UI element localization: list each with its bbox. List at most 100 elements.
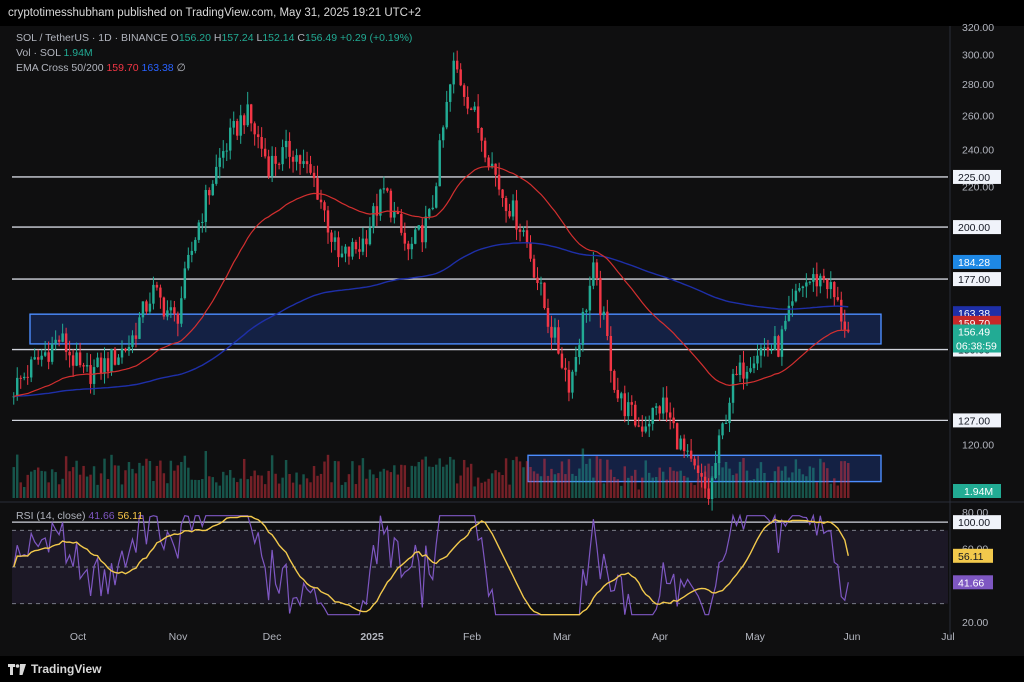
volume-bar (267, 470, 270, 498)
candle-body (323, 202, 326, 211)
publication-text: cryptotimesshubham published on TradingV… (8, 7, 422, 19)
volume-bar (668, 467, 672, 498)
volume-bar (138, 462, 141, 498)
level-badge-bg (953, 413, 1001, 428)
candle-body (567, 369, 571, 393)
ema200-line (13, 242, 849, 397)
candle-body (145, 301, 148, 312)
candle-body (710, 478, 714, 500)
support-zone (29, 313, 882, 345)
volume-bar (700, 480, 703, 498)
candle-body (812, 274, 815, 282)
candle-body (532, 258, 536, 278)
candle-body (316, 178, 319, 200)
candle-body (85, 365, 89, 367)
volume-bar (218, 485, 221, 498)
volume-bar (323, 461, 326, 498)
volume-bar (127, 462, 131, 498)
volume-bar (71, 467, 75, 498)
candle-body (291, 156, 295, 162)
candle-body (578, 345, 581, 357)
candle-body (354, 241, 358, 250)
volume-bar (826, 468, 829, 498)
candle-body (141, 301, 145, 318)
candle-body (270, 155, 274, 177)
rsi-ma-line (13, 515, 849, 616)
volume-bar (654, 476, 658, 498)
volume-bar (89, 474, 92, 498)
rsi-ma-badge-bg (953, 548, 993, 563)
price-badge-bg (953, 254, 1001, 269)
legend-low: 152.14 (262, 32, 295, 44)
volume-bar (763, 472, 766, 498)
candle-body (448, 84, 452, 102)
volume-bar (57, 484, 61, 498)
candle-body (798, 288, 801, 291)
candle-body (103, 358, 106, 374)
candle-body (441, 127, 445, 141)
legend-high-label: H (213, 32, 222, 44)
candle-body (29, 359, 33, 378)
volume-bar (550, 468, 553, 498)
legend-change: +0.29 (+0.19%) (340, 32, 413, 44)
candle-body (375, 206, 379, 216)
volume-bar (641, 477, 644, 498)
x-tick-label: Jul (941, 631, 954, 643)
candle-body (337, 237, 340, 258)
volume-bar (815, 482, 819, 498)
legend-symbol: SOL / TetherUS · 1D · BINANCE (16, 32, 168, 44)
candle-body (445, 101, 448, 128)
x-tick-label: Oct (70, 631, 86, 643)
volume-bar (382, 468, 386, 498)
level-badge-label: 100.00 (958, 517, 990, 529)
volume-bar (606, 459, 609, 498)
rsi-ma-badge-label: 56.11 (958, 551, 984, 563)
volume-bar (689, 482, 693, 498)
candle-body (777, 336, 780, 357)
volume-bar (553, 474, 557, 498)
candle-body (784, 320, 787, 330)
volume-bar (120, 484, 124, 498)
candle-body (501, 189, 504, 199)
chart-area[interactable] (0, 26, 1024, 656)
volume-bar (284, 460, 288, 498)
volume-bar (215, 482, 218, 498)
volume-bar (766, 482, 770, 498)
volume-bar (379, 471, 382, 498)
candle-body (480, 127, 483, 141)
volume-bar (424, 456, 427, 498)
volume-bar (731, 475, 735, 498)
volume-bar (176, 465, 180, 498)
level-badge-bg (953, 169, 1001, 184)
volume-bar (305, 478, 309, 498)
volume-bar (476, 477, 480, 498)
volume-bar (85, 476, 89, 498)
volume-bar (585, 463, 588, 498)
legend-volume-label: Vol · SOL (16, 47, 61, 59)
candle-body (651, 407, 654, 424)
level-badge-bg (953, 220, 1001, 235)
candle-body (99, 357, 103, 374)
volume-bar (22, 487, 26, 498)
candle-body (438, 140, 441, 187)
volume-bar (222, 471, 225, 498)
candle-body (148, 303, 152, 312)
candle-body (525, 230, 529, 243)
volume-bar (403, 465, 407, 498)
y-tick-label: 320.00 (962, 22, 994, 34)
candle-body (791, 301, 794, 306)
volume-bar (675, 471, 679, 498)
volume-bar (347, 474, 351, 498)
tradingview-logo[interactable]: TradingView (8, 662, 101, 676)
footer-bar (0, 656, 1024, 682)
volume-bar (616, 479, 620, 498)
volume-bar (581, 448, 585, 498)
candle-body (452, 60, 455, 85)
legend-close-label: C (297, 32, 305, 44)
candle-body (494, 163, 497, 175)
candle-body (843, 321, 846, 330)
x-tick-label: May (745, 631, 766, 643)
volume-bar (148, 460, 152, 498)
volume-bar (508, 484, 511, 498)
